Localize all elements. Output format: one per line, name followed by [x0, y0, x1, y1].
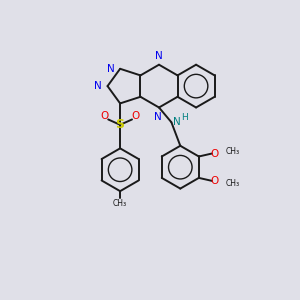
- Text: CH₃: CH₃: [226, 179, 240, 188]
- Text: CH₃: CH₃: [226, 147, 240, 156]
- Text: O: O: [210, 148, 218, 158]
- Text: N: N: [154, 112, 161, 122]
- Text: N: N: [173, 117, 181, 127]
- Text: H: H: [182, 113, 188, 122]
- Text: O: O: [131, 112, 140, 122]
- Text: CH₃: CH₃: [113, 200, 127, 208]
- Text: O: O: [210, 176, 218, 186]
- Text: O: O: [100, 112, 109, 122]
- Text: N: N: [107, 64, 115, 74]
- Text: S: S: [116, 118, 124, 131]
- Text: N: N: [94, 81, 102, 91]
- Text: N: N: [155, 51, 163, 61]
